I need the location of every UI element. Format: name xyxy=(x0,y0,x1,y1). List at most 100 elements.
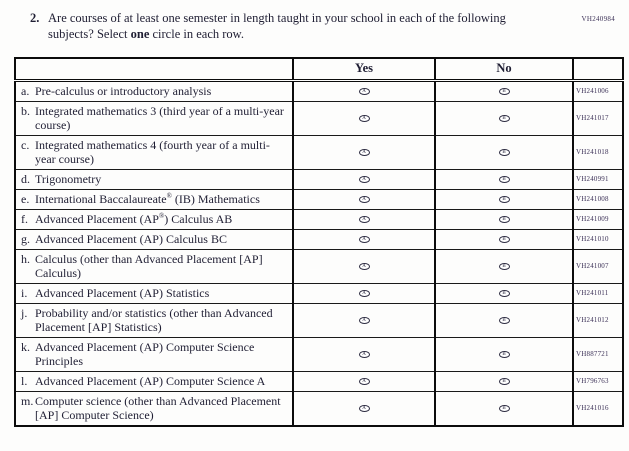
row-label: b. Integrated mathematics 3 (third year o… xyxy=(16,104,288,132)
item-code: VH241017 xyxy=(572,100,624,136)
row-letter: l. xyxy=(21,373,28,388)
yes-option-circle[interactable]: A xyxy=(358,235,370,243)
row-label: g. Advanced Placement (AP) Calculus BC xyxy=(16,232,288,246)
row-letter: b. xyxy=(21,103,30,118)
option-letter: B xyxy=(502,290,506,296)
no-option-circle[interactable]: B xyxy=(498,350,510,358)
yes-option-circle[interactable]: A xyxy=(358,175,370,183)
no-option-circle[interactable]: B xyxy=(498,262,510,270)
row-label: c. Integrated mathematics 4 (fourth year … xyxy=(16,138,288,166)
option-letter: A xyxy=(362,236,366,242)
no-option-circle[interactable]: B xyxy=(498,235,510,243)
table-row: b. Integrated mathematics 3 (third year o… xyxy=(14,100,624,136)
table-row: d. Trigonometry A B VH240991 xyxy=(14,168,624,190)
table-row: f. Advanced Placement (AP®) Calculus AB A… xyxy=(14,208,624,230)
no-option-circle[interactable]: B xyxy=(498,114,510,122)
option-letter: B xyxy=(502,196,506,202)
yes-option-circle[interactable]: A xyxy=(358,316,370,324)
item-code: VH241012 xyxy=(572,302,624,338)
option-letter: B xyxy=(502,378,506,384)
no-option-circle[interactable]: B xyxy=(498,316,510,324)
option-letter: A xyxy=(362,176,366,182)
row-letter: e. xyxy=(21,191,30,206)
option-letter: A xyxy=(362,317,366,323)
option-letter: A xyxy=(362,149,366,155)
no-option-circle[interactable]: B xyxy=(498,377,510,385)
option-letter: A xyxy=(362,115,366,121)
no-option-circle[interactable]: B xyxy=(498,175,510,183)
option-letter: A xyxy=(362,88,366,94)
no-option-circle[interactable]: B xyxy=(498,195,510,203)
header-yes: Yes xyxy=(292,57,436,82)
table-row: k. Advanced Placement (AP) Computer Scien… xyxy=(14,336,624,372)
no-option-circle[interactable]: B xyxy=(498,404,510,412)
row-letter: c. xyxy=(21,137,30,152)
row-label: k. Advanced Placement (AP) Computer Scien… xyxy=(16,340,288,368)
table-row: a. Pre-calculus or introductory analysis … xyxy=(14,79,624,102)
option-letter: A xyxy=(362,351,366,357)
option-letter: A xyxy=(362,378,366,384)
item-code: VH241018 xyxy=(572,134,624,170)
item-code: VH241008 xyxy=(572,188,624,210)
row-letter: h. xyxy=(21,251,30,266)
header-no: No xyxy=(434,57,574,82)
option-letter: B xyxy=(502,149,506,155)
registered-sup: ® xyxy=(166,191,172,200)
item-code: VH241006 xyxy=(572,79,624,102)
option-letter: B xyxy=(502,88,506,94)
item-code: VH240991 xyxy=(572,168,624,190)
option-letter: B xyxy=(502,236,506,242)
yes-option-circle[interactable]: A xyxy=(358,87,370,95)
item-code: VH241011 xyxy=(572,282,624,304)
option-letter: B xyxy=(502,351,506,357)
option-letter: A xyxy=(362,196,366,202)
courses-table: Yes No a. Pre-calculus or introductory an… xyxy=(14,57,624,427)
row-letter: d. xyxy=(21,171,30,186)
row-letter: j. xyxy=(21,305,28,320)
yes-option-circle[interactable]: A xyxy=(358,148,370,156)
row-letter: i. xyxy=(21,285,28,300)
question-text-part2: circle in each row. xyxy=(149,27,245,41)
table-row: j. Probability and/or statistics (other t… xyxy=(14,302,624,338)
row-label: d. Trigonometry xyxy=(16,172,288,186)
no-option-circle[interactable]: B xyxy=(498,215,510,223)
question-text-part1: Are courses of at least one semester in … xyxy=(48,11,506,41)
yes-option-circle[interactable]: A xyxy=(358,195,370,203)
table-row: e. International Baccalaureate® (IB) Math… xyxy=(14,188,624,210)
item-code: VH887721 xyxy=(572,336,624,372)
option-letter: B xyxy=(502,263,506,269)
yes-option-circle[interactable]: A xyxy=(358,114,370,122)
option-letter: A xyxy=(362,216,366,222)
no-option-circle[interactable]: B xyxy=(498,87,510,95)
table-row: i. Advanced Placement (AP) Statistics A B… xyxy=(14,282,624,304)
yes-option-circle[interactable]: A xyxy=(358,289,370,297)
yes-option-circle[interactable]: A xyxy=(358,262,370,270)
no-option-circle[interactable]: B xyxy=(498,289,510,297)
option-letter: B xyxy=(502,317,506,323)
question-text: Are courses of at least one semester in … xyxy=(48,10,538,42)
option-letter: B xyxy=(502,405,506,411)
yes-option-circle[interactable]: A xyxy=(358,350,370,358)
no-option-circle[interactable]: B xyxy=(498,148,510,156)
row-label: h. Calculus (other than Advanced Placemen… xyxy=(16,252,288,280)
row-letter: g. xyxy=(21,231,30,246)
row-label: l. Advanced Placement (AP) Computer Scien… xyxy=(16,374,288,388)
row-label: e. International Baccalaureate® (IB) Math… xyxy=(16,192,288,206)
option-letter: A xyxy=(362,263,366,269)
yes-option-circle[interactable]: A xyxy=(358,404,370,412)
registered-sup: ® xyxy=(158,211,165,220)
row-letter: m. xyxy=(21,393,34,408)
row-label: m. Computer science (other than Advanced … xyxy=(16,394,288,422)
item-code: VH241007 xyxy=(572,248,624,284)
item-code: VH241009 xyxy=(572,208,624,230)
question-number: 2. xyxy=(30,11,40,25)
row-label: a. Pre-calculus or introductory analysis xyxy=(16,84,288,98)
option-letter: A xyxy=(362,405,366,411)
yes-option-circle[interactable]: A xyxy=(358,215,370,223)
row-letter: a. xyxy=(21,83,30,98)
header-blank-cell xyxy=(14,57,294,82)
item-code: VH796763 xyxy=(572,370,624,392)
row-letter: f. xyxy=(21,211,28,226)
table-row: h. Calculus (other than Advanced Placemen… xyxy=(14,248,624,284)
yes-option-circle[interactable]: A xyxy=(358,377,370,385)
